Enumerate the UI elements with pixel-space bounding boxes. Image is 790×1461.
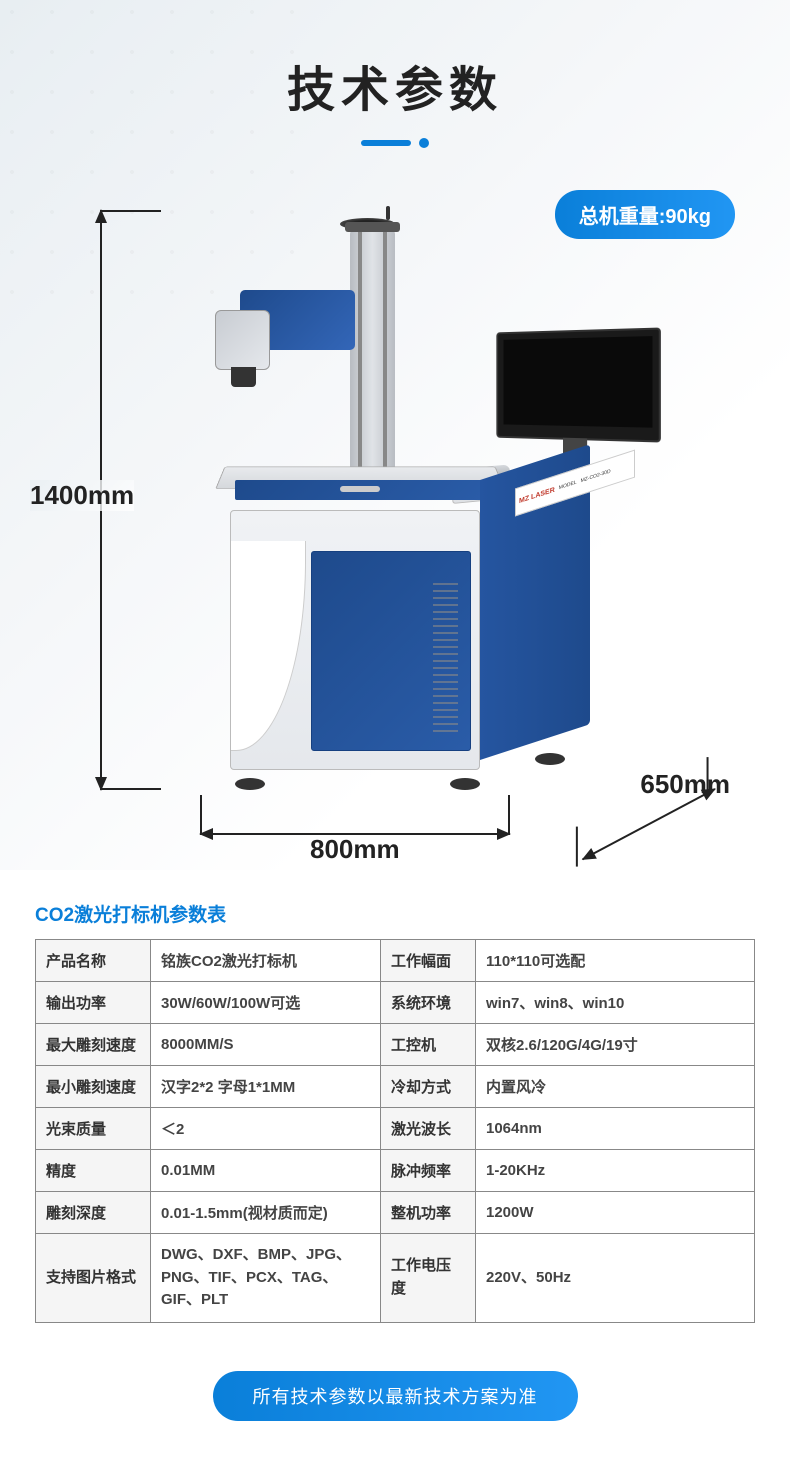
spec-value: 8000MM/S: [151, 1024, 381, 1066]
spec-value: win7、win8、win10: [476, 982, 755, 1024]
machine-model: MZ-CO2-30D: [581, 468, 611, 484]
cabinet-feet: [225, 765, 595, 790]
machine-model-prefix: MODEL: [559, 479, 577, 491]
spec-label: 工作电压度: [381, 1234, 476, 1323]
spec-value: 1200W: [476, 1192, 755, 1234]
machine-pillar: [350, 230, 395, 490]
spec-value: ＜2: [151, 1108, 381, 1150]
machine-diagram: 1400mm: [0, 180, 790, 870]
spec-label: 激光波长: [381, 1108, 476, 1150]
spec-row: 光束质量＜2激光波长1064nm: [36, 1108, 755, 1150]
spec-table-title: CO2激光打标机参数表: [35, 900, 755, 927]
spec-value: 110*110可选配: [476, 940, 755, 982]
spec-label: 支持图片格式: [36, 1234, 151, 1323]
machine-illustration: MZ LASER MODEL MZ-CO2-30D: [170, 200, 670, 790]
spec-row: 精度0.01MM脉冲频率1-20KHz: [36, 1150, 755, 1192]
machine-cabinet: MZ LASER MODEL MZ-CO2-30D: [230, 490, 590, 770]
cabinet-door: [311, 551, 471, 751]
spec-section: CO2激光打标机参数表 产品名称铭族CO2激光打标机工作幅面110*110可选配…: [0, 870, 790, 1343]
spec-row: 雕刻深度0.01-1.5mm(视材质而定)整机功率1200W: [36, 1192, 755, 1234]
cabinet-vents: [433, 582, 458, 732]
spec-label: 输出功率: [36, 982, 151, 1024]
spec-label: 工控机: [381, 1024, 476, 1066]
spec-row: 产品名称铭族CO2激光打标机工作幅面110*110可选配: [36, 940, 755, 982]
spec-value: 内置风冷: [476, 1066, 755, 1108]
spec-value: 220V、50Hz: [476, 1234, 755, 1323]
spec-value: 0.01-1.5mm(视材质而定): [151, 1192, 381, 1234]
pillar-rail: [358, 230, 362, 490]
dim-tick: [508, 795, 510, 835]
spec-label: 雕刻深度: [36, 1192, 151, 1234]
spec-label: 最大雕刻速度: [36, 1024, 151, 1066]
depth-dimension-label: 650mm: [640, 769, 730, 800]
height-dimension-label: 1400mm: [30, 480, 134, 511]
spec-label: 精度: [36, 1150, 151, 1192]
spec-row: 支持图片格式DWG、DXF、BMP、JPG、PNG、TIF、PCX、TAG、GI…: [36, 1234, 755, 1323]
machine-brand: MZ LASER: [519, 486, 555, 505]
laser-head: [215, 310, 270, 370]
spec-value: 30W/60W/100W可选: [151, 982, 381, 1024]
spec-value: 铭族CO2激光打标机: [151, 940, 381, 982]
monitor-screen: [503, 336, 652, 428]
spec-label: 最小雕刻速度: [36, 1066, 151, 1108]
machine-monitor: [496, 327, 661, 442]
footer-note-pill: 所有技术参数以最新技术方案为准: [213, 1371, 578, 1421]
hero-section: 技术参数 总机重量:90kg 1400mm: [0, 0, 790, 870]
cabinet-foot: [535, 753, 565, 765]
spec-label: 脉冲频率: [381, 1150, 476, 1192]
spec-label: 系统环境: [381, 982, 476, 1024]
cabinet-foot: [450, 778, 480, 790]
dim-tick: [576, 827, 578, 867]
spec-row: 输出功率30W/60W/100W可选系统环境win7、win8、win10: [36, 982, 755, 1024]
dim-tick: [200, 795, 202, 835]
cabinet-front-panel: [230, 510, 480, 770]
pillar-rail: [383, 230, 387, 490]
spec-row: 最小雕刻速度汉字2*2 字母1*1MM冷却方式内置风冷: [36, 1066, 755, 1108]
spec-label: 光束质量: [36, 1108, 151, 1150]
cabinet-foot: [235, 778, 265, 790]
underline-line: [361, 140, 411, 146]
spec-label: 工作幅面: [381, 940, 476, 982]
dim-tick: [101, 788, 161, 790]
underline-dot: [419, 138, 429, 148]
spec-label: 整机功率: [381, 1192, 476, 1234]
spec-value: 1064nm: [476, 1108, 755, 1150]
spec-value: DWG、DXF、BMP、JPG、PNG、TIF、PCX、TAG、GIF、PLT: [151, 1234, 381, 1323]
spec-label: 冷却方式: [381, 1066, 476, 1108]
spec-value: 汉字2*2 字母1*1MM: [151, 1066, 381, 1108]
spec-row: 最大雕刻速度8000MM/S工控机双核2.6/120G/4G/19寸: [36, 1024, 755, 1066]
spec-table: 产品名称铭族CO2激光打标机工作幅面110*110可选配输出功率30W/60W/…: [35, 939, 755, 1323]
pillar-cap: [345, 222, 400, 232]
dim-tick: [101, 210, 161, 212]
spec-value: 0.01MM: [151, 1150, 381, 1192]
spec-value: 1-20KHz: [476, 1150, 755, 1192]
width-dimension-label: 800mm: [310, 834, 400, 865]
cabinet-curve-cutout: [231, 541, 306, 751]
spec-value: 双核2.6/120G/4G/19寸: [476, 1024, 755, 1066]
spec-label: 产品名称: [36, 940, 151, 982]
